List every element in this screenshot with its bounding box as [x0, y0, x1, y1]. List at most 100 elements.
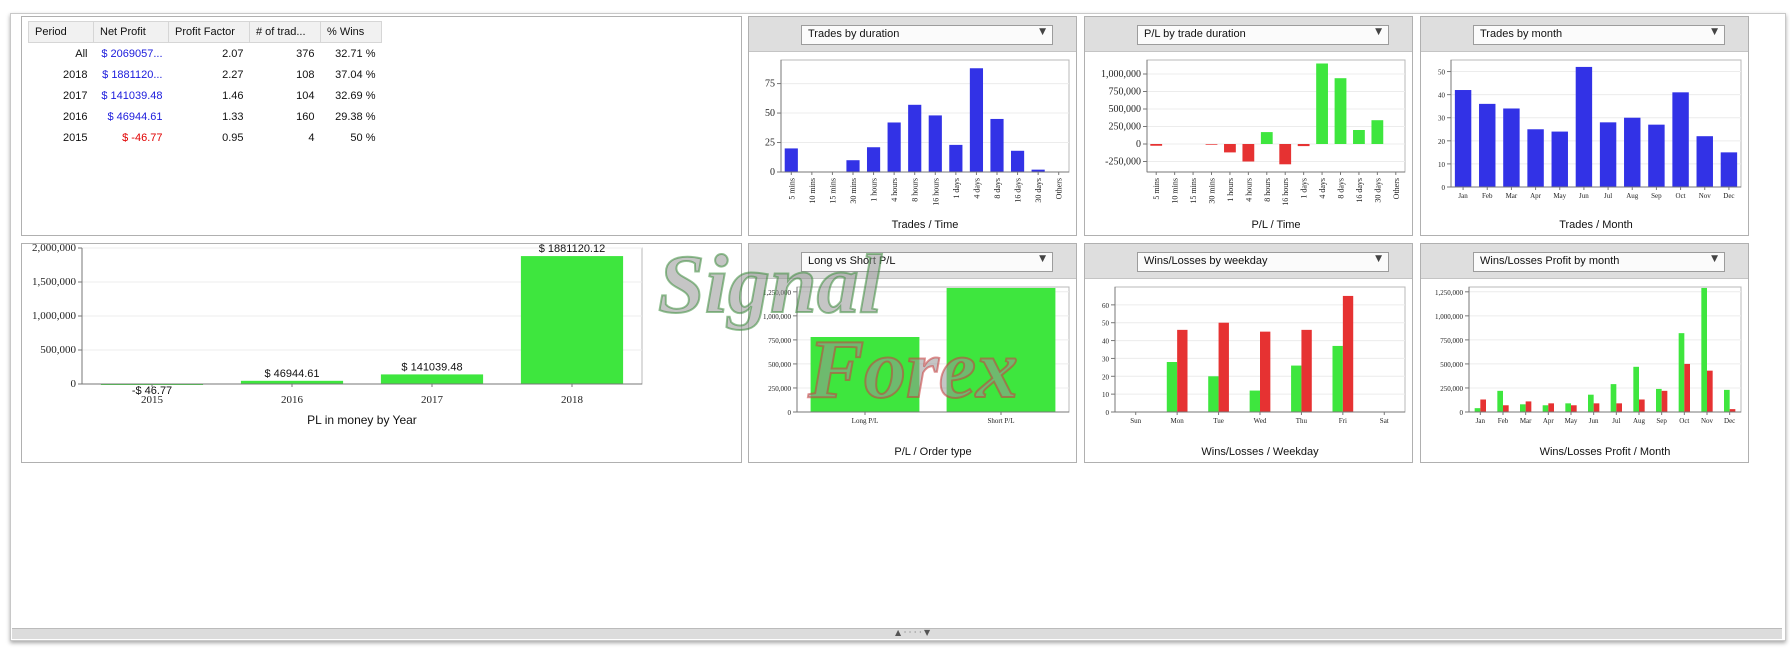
bar: [1672, 92, 1689, 187]
x-tick-label: 4 days: [972, 178, 981, 199]
bar: [946, 287, 1056, 412]
wins-losses-weekday-chart: 0 10 20 30 40 50 60 Sun Mon Tue Wed Thu Fri Sat Wins/L…: [1102, 286, 1406, 458]
x-tick-label: May: [1553, 192, 1566, 200]
x-tick-label: Long P/L: [852, 417, 879, 425]
splitter-grip-icon[interactable]: ▲ · · · · ▼: [895, 628, 931, 637]
wins-cell: 29.38 %: [335, 110, 376, 123]
y-tick-label: 250,000: [768, 385, 791, 393]
splitter-bar[interactable]: [12, 628, 1782, 639]
dropdown-label: Long vs Short P/L: [808, 255, 896, 267]
bar: [380, 374, 484, 384]
bar: [1525, 401, 1532, 412]
y-tick-label: 0: [1136, 139, 1141, 150]
y-tick-label: -250,000: [1105, 157, 1141, 168]
bar: [969, 68, 984, 172]
chart-type-dropdown[interactable]: Wins/Losses Profit by month ▼: [1473, 252, 1725, 272]
y-tick-label: 500,000: [768, 361, 791, 369]
table-row[interactable]: 2015 $ -46.77 0.95 4 50 %: [29, 127, 382, 148]
y-tick-label: 0: [1442, 184, 1446, 192]
chevron-down-icon: ▼: [1711, 27, 1718, 37]
y-tick-label: 1,250,000: [763, 289, 792, 297]
wins-losses-profit-month-chart: 0 250,000 500,000 750,000 1,000,000 1,250,000…: [1435, 286, 1742, 458]
bar: [866, 147, 881, 172]
bar: [1639, 399, 1645, 412]
pl-by-trade-duration-panel: P/L by trade duration ▼ -250,000 0 250,000…: [1084, 16, 1413, 236]
x-tick-label: Jun: [1589, 417, 1599, 425]
col-header-trades[interactable]: # of trad...: [249, 21, 321, 43]
col-header-wins[interactable]: % Wins: [320, 21, 382, 43]
chart-type-dropdown[interactable]: Trades by duration ▼: [801, 25, 1053, 45]
bar: [1166, 362, 1178, 412]
x-axis-title: P/L / Time: [1251, 219, 1300, 231]
x-tick-label: Others: [1055, 178, 1064, 199]
x-tick-label: Dec: [1723, 192, 1734, 200]
bar: [1724, 389, 1730, 412]
y-tick-label: 1,000,000: [763, 313, 792, 321]
long-vs-short-chart: 0 250,000 500,000 750,000 1,000,000 1,250,000…: [763, 286, 1070, 458]
y-tick-label: 500,000: [40, 344, 76, 356]
chart-header: Wins/Losses by weekday ▼: [1085, 244, 1412, 279]
bar: [1150, 144, 1163, 146]
x-tick-label: 8 days: [993, 178, 1002, 199]
x-tick-label: Mar: [1520, 417, 1532, 425]
y-tick-label: 1,500,000: [32, 276, 77, 288]
period-cell: 2017: [63, 89, 88, 102]
chart-type-dropdown[interactable]: P/L by trade duration ▼: [1137, 25, 1389, 45]
profit-factor-cell: 1.46: [222, 89, 244, 102]
profit-factor-cell: 2.07: [222, 47, 244, 60]
profit-factor-cell: 2.27: [222, 68, 244, 81]
table-row[interactable]: 2017 $ 141039.48 1.46 104 32.69 %: [29, 85, 382, 106]
bar: [1480, 399, 1486, 412]
x-axis-title: Trades / Time: [892, 219, 959, 231]
table-row[interactable]: 2018 $ 1881120... 2.27 108 37.04 %: [29, 64, 382, 85]
bar: [1218, 322, 1229, 412]
bar: [1291, 365, 1302, 412]
chart-type-dropdown[interactable]: Wins/Losses by weekday ▼: [1137, 252, 1389, 272]
bar: [1249, 390, 1260, 412]
x-tick-label: Jul: [1612, 417, 1620, 425]
x-tick-label: 1 days: [1300, 178, 1309, 199]
y-tick-label: 10: [1438, 161, 1446, 169]
col-header-net-profit[interactable]: Net Profit: [93, 21, 169, 43]
bar: [1031, 169, 1045, 172]
bar: [1479, 103, 1496, 187]
x-tick-label: Mon: [1171, 417, 1185, 425]
x-axis-title: Wins/Losses Profit / Month: [1540, 446, 1671, 458]
net-profit-cell: $ 1881120...: [102, 68, 163, 81]
table-row[interactable]: All $ 2069057... 2.07 376 32.71 %: [29, 43, 382, 65]
col-header-profit-factor[interactable]: Profit Factor: [168, 21, 250, 43]
chart-type-dropdown[interactable]: Long vs Short P/L ▼: [801, 252, 1053, 272]
y-tick-label: 1,000,000: [1435, 313, 1464, 321]
chevron-down-icon: ▼: [1375, 254, 1382, 264]
y-tick-label: 20: [1102, 373, 1110, 381]
chart-header: Long vs Short P/L ▼: [749, 244, 1076, 279]
x-tick-label: 1 hours: [1226, 178, 1235, 202]
y-tick-label: 500,000: [1109, 104, 1142, 115]
bar: [1707, 370, 1713, 412]
x-tick-label: Oct: [1679, 417, 1689, 425]
y-tick-label: 750,000: [1440, 337, 1463, 345]
y-tick-label: 20: [1438, 138, 1446, 146]
y-tick-label: 0: [788, 409, 792, 417]
y-tick-label: 30: [1438, 115, 1446, 123]
dropdown-label: Wins/Losses by weekday: [1144, 255, 1268, 267]
y-tick-label: 750,000: [1109, 87, 1142, 98]
bar: [1575, 66, 1593, 187]
data-label: -$ 46.77: [132, 385, 172, 397]
stats-header-row: Period Net Profit Profit Factor # of tra…: [28, 21, 382, 43]
chart-type-dropdown[interactable]: Trades by month ▼: [1473, 25, 1725, 45]
dropdown-label: Trades by month: [1480, 28, 1563, 40]
bar: [1332, 345, 1343, 412]
bar: [1010, 150, 1025, 172]
y-tick-label: 1,000,000: [32, 310, 77, 322]
x-axis-title: P/L / Order type: [894, 446, 971, 458]
col-header-period[interactable]: Period: [28, 21, 94, 43]
bar: [520, 256, 624, 384]
bar: [1633, 366, 1639, 412]
x-tick-label: Aug: [1626, 192, 1639, 200]
table-row[interactable]: 2016 $ 46944.61 1.33 160 29.38 %: [29, 106, 382, 127]
bar: [1599, 122, 1617, 187]
bar: [784, 148, 798, 172]
net-profit-cell: $ 141039.48: [101, 89, 163, 102]
profit-factor-cell: 0.95: [222, 131, 244, 144]
